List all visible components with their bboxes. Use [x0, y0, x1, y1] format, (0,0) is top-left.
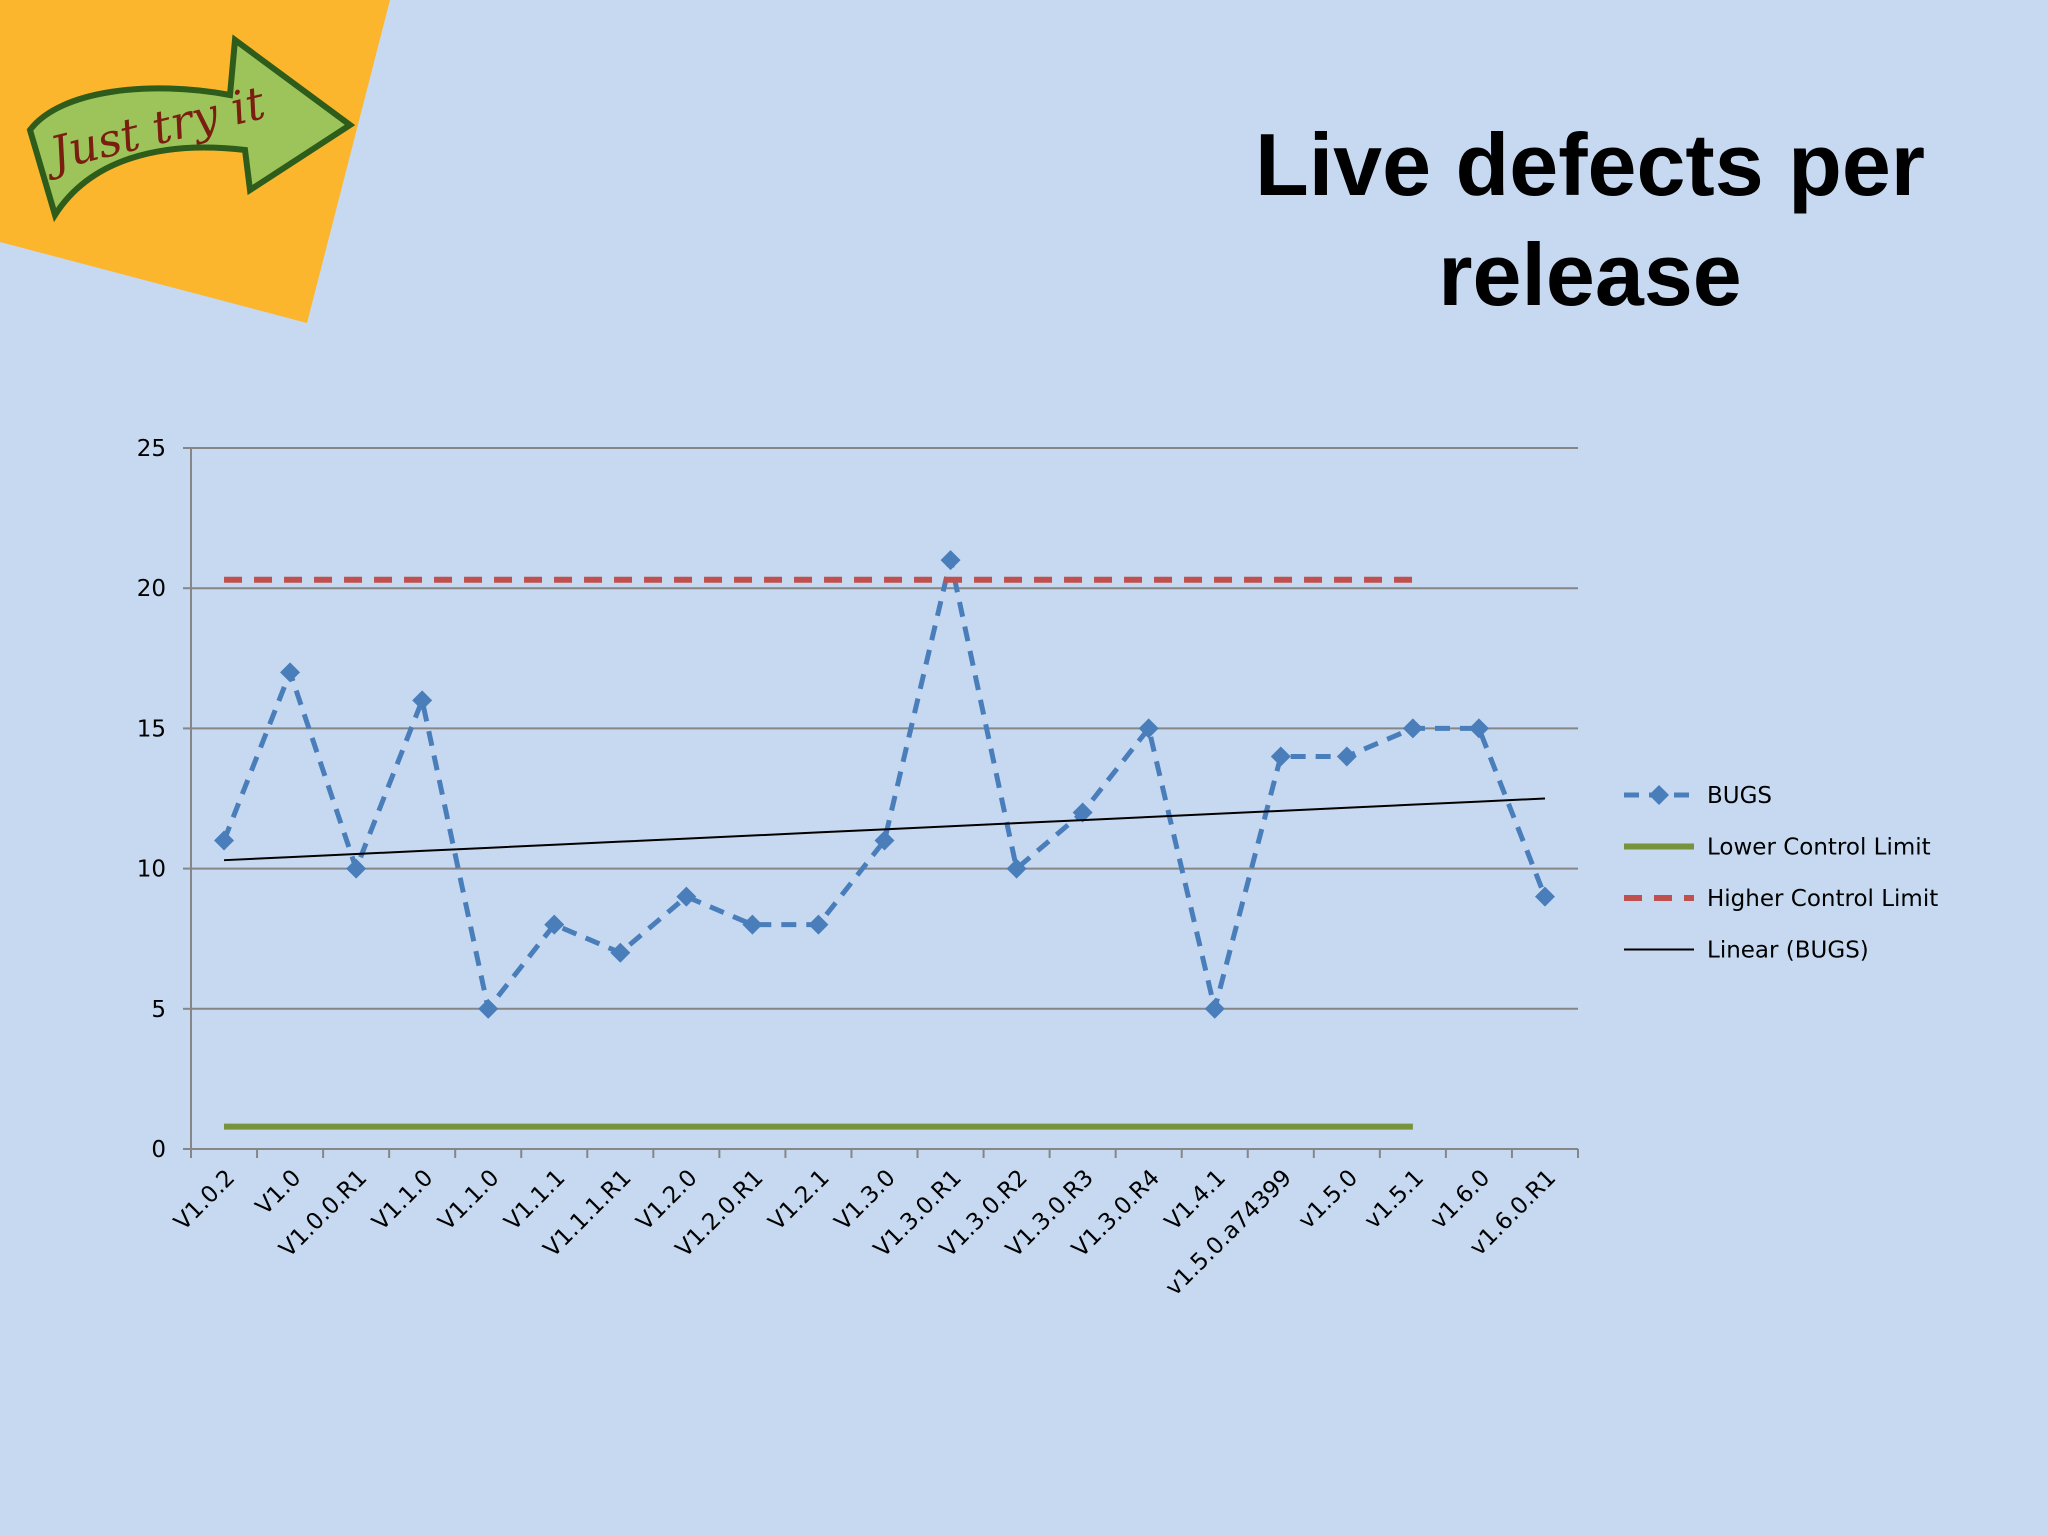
- y-tick-label: 10: [137, 857, 166, 883]
- data-point: [1204, 998, 1225, 1019]
- data-point: [940, 550, 961, 571]
- data-point: [214, 830, 235, 851]
- data-point: [742, 914, 763, 935]
- data-point: [1006, 858, 1027, 879]
- data-point: [412, 690, 433, 711]
- legend-marker: [1649, 785, 1669, 805]
- data-point: [1534, 886, 1555, 907]
- legend-label: Lower Control Limit: [1707, 835, 1931, 861]
- data-point: [1072, 802, 1093, 823]
- logo: Just try it: [0, 0, 390, 323]
- slide-title: Live defects per release: [1254, 115, 1926, 324]
- x-tick-label: V1.1.0: [368, 1165, 439, 1236]
- y-tick-label: 15: [137, 716, 166, 742]
- y-tick-label: 0: [151, 1137, 166, 1163]
- data-point: [280, 662, 301, 683]
- y-tick-label: 20: [137, 576, 166, 602]
- x-tick-label: v1.5.0: [1294, 1165, 1363, 1234]
- data-point: [676, 886, 697, 907]
- data-point: [478, 998, 499, 1019]
- data-point: [1270, 746, 1291, 767]
- legend-label: BUGS: [1707, 783, 1772, 809]
- data-point: [610, 942, 631, 963]
- data-point: [1138, 718, 1159, 739]
- y-tick-label: 5: [151, 997, 166, 1023]
- data-point: [808, 914, 829, 935]
- x-tick-label: V1.1.0: [434, 1165, 505, 1236]
- arrow: [26, 34, 356, 223]
- x-tick-label: V1.2.1: [764, 1165, 835, 1236]
- data-point: [1402, 718, 1423, 739]
- x-tick-label: V1.0: [251, 1165, 306, 1220]
- data-point: [1336, 746, 1357, 767]
- x-tick-label: V1.0.2: [169, 1165, 240, 1236]
- data-point: [874, 830, 895, 851]
- data-point: [1468, 718, 1489, 739]
- series-line: [221, 559, 1548, 1015]
- x-tick-label: v1.5.1: [1360, 1165, 1429, 1234]
- data-point: [346, 858, 367, 879]
- series-line: [223, 797, 1546, 862]
- legend-label: Linear (BUGS): [1707, 938, 1869, 964]
- y-tick-label: 25: [137, 436, 166, 462]
- legend-label: Higher Control Limit: [1707, 886, 1938, 912]
- data-point: [544, 914, 565, 935]
